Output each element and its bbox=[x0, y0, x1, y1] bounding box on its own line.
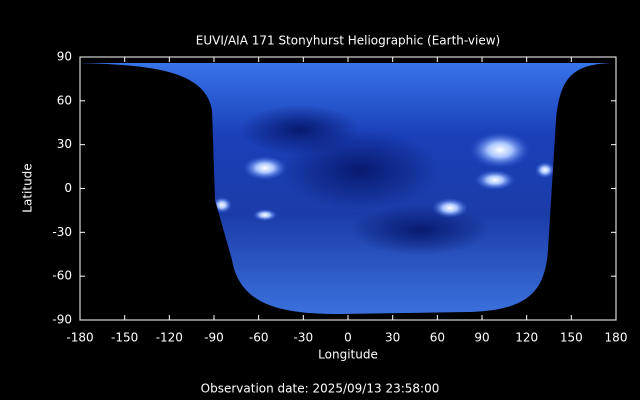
x-tick-label: -30 bbox=[294, 331, 314, 345]
y-axis-label: Latitude bbox=[21, 163, 35, 212]
x-tick-label: 180 bbox=[605, 331, 628, 345]
x-tick-label: 90 bbox=[474, 331, 489, 345]
y-tick-label: 30 bbox=[57, 137, 72, 151]
chart-title: EUVI/AIA 171 Stonyhurst Heliographic (Ea… bbox=[196, 34, 500, 48]
x-axis-label: Longitude bbox=[318, 348, 378, 362]
x-tick-label: -180 bbox=[66, 331, 93, 345]
x-tick-label: 150 bbox=[560, 331, 583, 345]
x-tick-label: 120 bbox=[515, 331, 538, 345]
y-tick-label: -60 bbox=[52, 269, 72, 283]
x-tick-label: 60 bbox=[430, 331, 445, 345]
y-tick-label: -30 bbox=[52, 225, 72, 239]
x-tick-label: -90 bbox=[204, 331, 224, 345]
y-tick-label: 60 bbox=[57, 93, 72, 107]
x-tick-label: 30 bbox=[385, 331, 400, 345]
y-tick-label: -90 bbox=[52, 313, 72, 327]
x-tick-label: 0 bbox=[344, 331, 352, 345]
x-tick-label: -150 bbox=[111, 331, 138, 345]
y-tick-label: 90 bbox=[57, 50, 72, 64]
x-tick-label: -120 bbox=[156, 331, 183, 345]
y-tick-label: 0 bbox=[64, 181, 72, 195]
footer: Observation date: 2025/09/13 23:58:00 bbox=[201, 382, 440, 396]
solar-map bbox=[80, 63, 616, 314]
x-tick-label: -60 bbox=[249, 331, 269, 345]
